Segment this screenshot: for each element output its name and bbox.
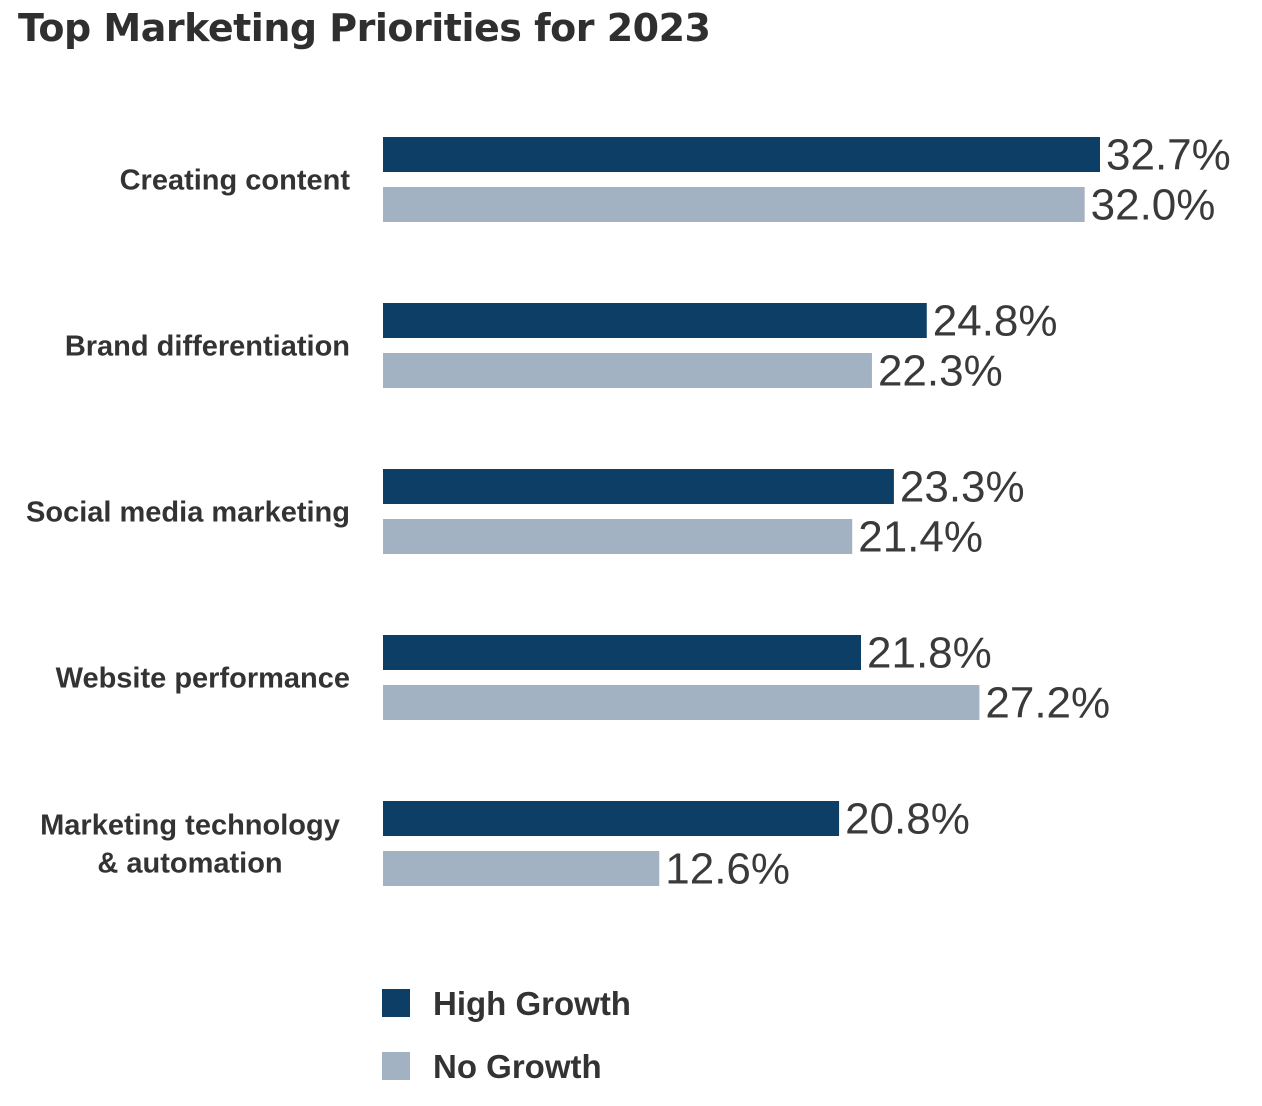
legend: High Growth No Growth [382,985,631,1085]
category-label-line: Social media marketing [26,497,350,529]
category-label: Creating content [120,165,351,197]
bar [383,303,927,338]
chart-title: Top Marketing Priorities for 2023 [18,6,711,50]
bar [383,469,894,504]
value-label: 23.3% [900,463,1025,512]
legend-swatch [382,989,410,1017]
bar [383,353,872,388]
category-label-line: Creating content [120,165,351,197]
bar [383,685,980,720]
legend-label: High Growth [433,985,631,1022]
value-label: 32.7% [1106,131,1231,180]
category-label-line: Marketing technology [40,810,340,842]
legend-swatch [382,1052,410,1080]
value-label: 24.8% [933,297,1058,346]
value-label: 32.0% [1091,181,1216,230]
category-label: Marketing technology & automation [40,810,340,880]
value-label: 20.8% [845,795,970,844]
bar [383,137,1100,172]
value-labels: 32.7%32.0% 24.8%22.3% 23.3%21.4% 21.8%27.2%… [665,131,1230,894]
category-label: Brand differentiation [65,331,350,363]
legend-label: No Growth [433,1048,602,1085]
value-label: 21.4% [858,513,983,562]
category-label-line: Website performance [56,663,350,695]
category-labels: Creating content Brand differentiation Soc… [26,165,350,880]
value-label: 12.6% [665,845,790,894]
bar [383,635,861,670]
bar [383,519,853,554]
value-label: 22.3% [878,347,1003,396]
bar [383,851,660,886]
category-label: Social media marketing [26,497,350,529]
category-label-line: & automation [97,848,282,880]
bar [383,801,840,836]
bars [383,137,1100,886]
bar [383,187,1085,222]
value-label: 21.8% [867,629,992,678]
category-label-line: Brand differentiation [65,331,350,363]
category-label: Website performance [56,663,350,695]
value-label: 27.2% [985,679,1110,728]
